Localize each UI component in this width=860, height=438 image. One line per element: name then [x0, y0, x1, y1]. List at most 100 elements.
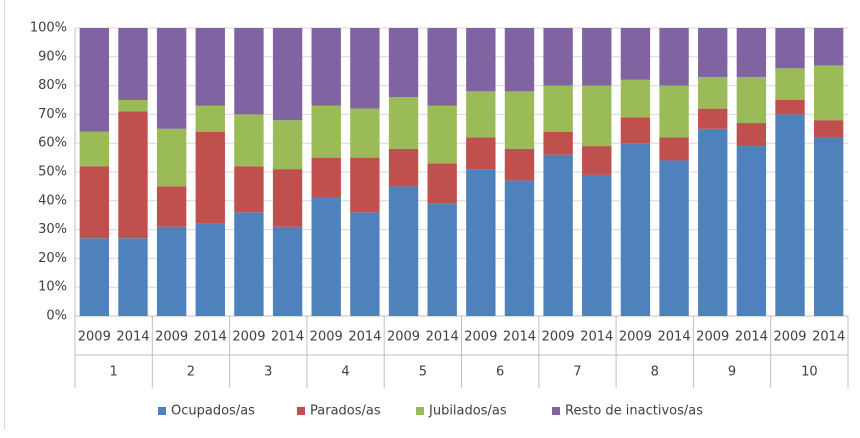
y-tick-label: 10%	[38, 280, 67, 295]
x-tick-label: 2014	[580, 330, 613, 345]
bar-segment	[504, 91, 535, 149]
bar-segment	[79, 166, 110, 239]
x-tick-label: 2009	[232, 330, 265, 345]
bar-segment	[79, 238, 110, 316]
bar-segment	[620, 143, 651, 316]
bar-segment	[698, 108, 728, 129]
x-tick-label: 2014	[503, 330, 536, 345]
x-tick-label: 2014	[812, 330, 845, 345]
bar-segment	[543, 28, 573, 86]
bar-segment	[156, 128, 187, 187]
bar-segment	[582, 28, 612, 86]
x-tick-label: 2014	[194, 330, 227, 345]
group-label: 9	[728, 365, 736, 380]
bar-segment	[620, 117, 651, 144]
y-tick-label: 100%	[30, 21, 67, 36]
y-tick-label: 90%	[38, 49, 67, 64]
legend-swatch	[416, 407, 424, 415]
legend-label: Resto de inactivos/as	[565, 404, 703, 419]
bar-segment	[466, 169, 496, 316]
bar-segment	[79, 28, 110, 132]
x-tick-label: 2009	[310, 330, 343, 345]
bar-segment	[466, 28, 496, 92]
x-tick-label: 2009	[155, 330, 188, 345]
bar-segment	[156, 28, 187, 129]
x-tick-label: 2009	[696, 330, 729, 345]
bar-segment	[195, 223, 225, 316]
bar-segment	[156, 186, 187, 227]
bar-segment	[775, 68, 805, 100]
bar-segment	[118, 238, 148, 316]
x-tick-label: 2014	[658, 330, 691, 345]
bar-segment	[388, 28, 419, 98]
bar-segment	[311, 28, 341, 106]
bar-segment	[272, 169, 303, 227]
bar-segment	[582, 146, 612, 175]
bar-segment	[388, 97, 419, 149]
x-tick-label: 2014	[116, 330, 149, 345]
bar-segment	[813, 28, 844, 66]
group-label: 5	[419, 365, 427, 380]
bar-segment	[79, 131, 110, 167]
bar-segment	[234, 114, 264, 167]
x-tick-label: 2014	[426, 330, 459, 345]
bar-segment	[350, 157, 380, 213]
bar-segment	[195, 105, 225, 132]
bar-segment	[118, 100, 148, 112]
bar-segment	[582, 174, 612, 316]
bar-segment	[350, 28, 380, 109]
bar-segment	[156, 226, 187, 316]
bar-segment	[736, 76, 767, 124]
bar-segment	[234, 212, 264, 316]
y-tick-label: 50%	[38, 165, 67, 180]
bar-segment	[427, 203, 457, 316]
x-tick-label: 2014	[348, 330, 381, 345]
legend-swatch	[158, 407, 166, 415]
bar-segment	[195, 28, 225, 106]
x-tick-label: 2009	[464, 330, 497, 345]
y-tick-label: 0%	[46, 309, 67, 324]
bar-segment	[427, 163, 457, 204]
bar-segment	[775, 114, 805, 317]
y-tick-label: 80%	[38, 78, 67, 93]
group-label: 3	[264, 365, 272, 380]
group-label: 10	[801, 365, 818, 380]
bar-segment	[775, 100, 805, 115]
group-label: 8	[651, 365, 659, 380]
bar-segment	[466, 91, 496, 138]
legend-swatch	[297, 407, 305, 415]
bar-segment	[311, 197, 341, 316]
bar-segment	[543, 85, 573, 132]
y-tick-label: 30%	[38, 222, 67, 237]
legend-label: Ocupados/as	[171, 404, 255, 419]
bar-segment	[388, 148, 419, 187]
bar-segment	[234, 166, 264, 213]
bar-segment	[620, 28, 651, 80]
bar-segment	[118, 28, 148, 100]
bar-segment	[698, 128, 728, 316]
bar-segment	[504, 28, 535, 92]
bar-segment	[736, 146, 767, 316]
bar-segment	[659, 28, 689, 86]
bar-segment	[388, 186, 419, 316]
bar-segment	[350, 212, 380, 316]
group-label: 2	[187, 365, 195, 380]
bar-segment	[659, 85, 689, 138]
bar-segment	[698, 76, 728, 109]
bar-segment	[311, 105, 341, 158]
group-label: 4	[341, 365, 349, 380]
bar-segment	[659, 137, 689, 161]
bar-segment	[813, 120, 844, 138]
legend-swatch	[552, 407, 560, 415]
bar-segment	[118, 111, 148, 239]
x-tick-label: 2014	[271, 330, 304, 345]
x-tick-label: 2014	[735, 330, 768, 345]
bar-segment	[620, 79, 651, 118]
bar-segment	[504, 180, 535, 316]
group-label: 6	[496, 365, 504, 380]
bar-segment	[504, 148, 535, 181]
bar-segment	[350, 108, 380, 158]
bar-segment	[427, 28, 457, 106]
bar-segment	[272, 226, 303, 316]
